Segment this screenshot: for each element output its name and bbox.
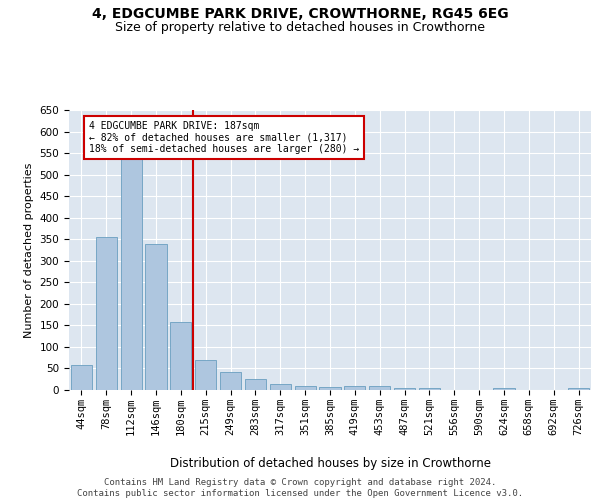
Bar [493, 388, 515, 390]
Bar [568, 388, 589, 390]
Text: Size of property relative to detached houses in Crowthorne: Size of property relative to detached ho… [115, 21, 485, 34]
Y-axis label: Number of detached properties: Number of detached properties [24, 162, 34, 338]
Bar [145, 244, 167, 390]
Text: Distribution of detached houses by size in Crowthorne: Distribution of detached houses by size … [170, 458, 491, 470]
Bar [419, 388, 440, 390]
Bar [245, 379, 266, 390]
Bar [220, 372, 241, 390]
Bar [96, 237, 117, 390]
Bar [394, 388, 415, 390]
Bar [344, 386, 365, 390]
Text: 4, EDGCUMBE PARK DRIVE, CROWTHORNE, RG45 6EG: 4, EDGCUMBE PARK DRIVE, CROWTHORNE, RG45… [92, 8, 508, 22]
Bar [295, 386, 316, 390]
Bar [71, 365, 92, 390]
Bar [195, 360, 216, 390]
Bar [369, 386, 390, 390]
Bar [170, 322, 191, 390]
Bar [121, 158, 142, 390]
Text: Contains HM Land Registry data © Crown copyright and database right 2024.
Contai: Contains HM Land Registry data © Crown c… [77, 478, 523, 498]
Bar [319, 386, 341, 390]
Bar [270, 384, 291, 390]
Text: 4 EDGCUMBE PARK DRIVE: 187sqm
← 82% of detached houses are smaller (1,317)
18% o: 4 EDGCUMBE PARK DRIVE: 187sqm ← 82% of d… [89, 121, 359, 154]
